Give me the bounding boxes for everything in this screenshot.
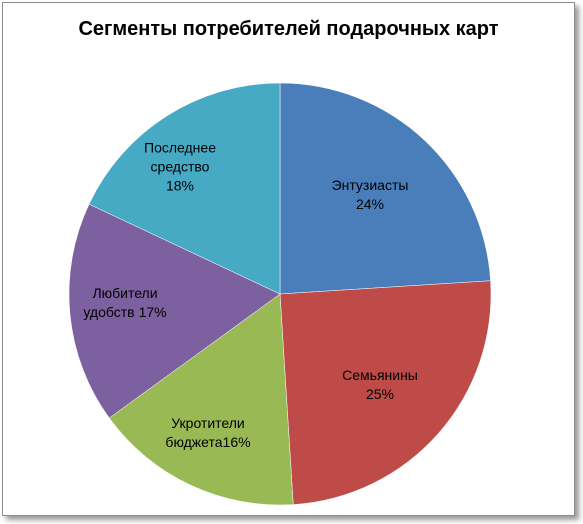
data-label: Семьянины 25% [325, 366, 435, 404]
pie-slice [279, 280, 492, 505]
category-label: Энтузиасты [331, 177, 409, 193]
pie-slice [108, 293, 294, 506]
category-label: Укротители бюджета [165, 415, 245, 450]
chart-title: Сегменты потребителей подарочных карт [78, 18, 499, 40]
data-label: Укротители бюджета16% [151, 414, 266, 452]
data-label: Энтузиасты 24% [315, 176, 425, 214]
category-label: Последнее средство [144, 139, 216, 175]
pie-slice [279, 82, 491, 295]
data-label: Последнее средство 18% [125, 139, 235, 196]
value-label: 17% [138, 304, 167, 320]
value-label: 18% [165, 177, 195, 194]
data-label: Любители удобств 17% [70, 284, 180, 322]
pie-slice [68, 203, 281, 419]
value-label: 24% [355, 196, 385, 212]
pie-slice [88, 82, 281, 295]
value-label: 25% [365, 386, 395, 402]
category-label: Любители удобств [83, 285, 158, 320]
value-label: 16% [222, 434, 251, 450]
category-label: Семьянины [342, 367, 418, 383]
